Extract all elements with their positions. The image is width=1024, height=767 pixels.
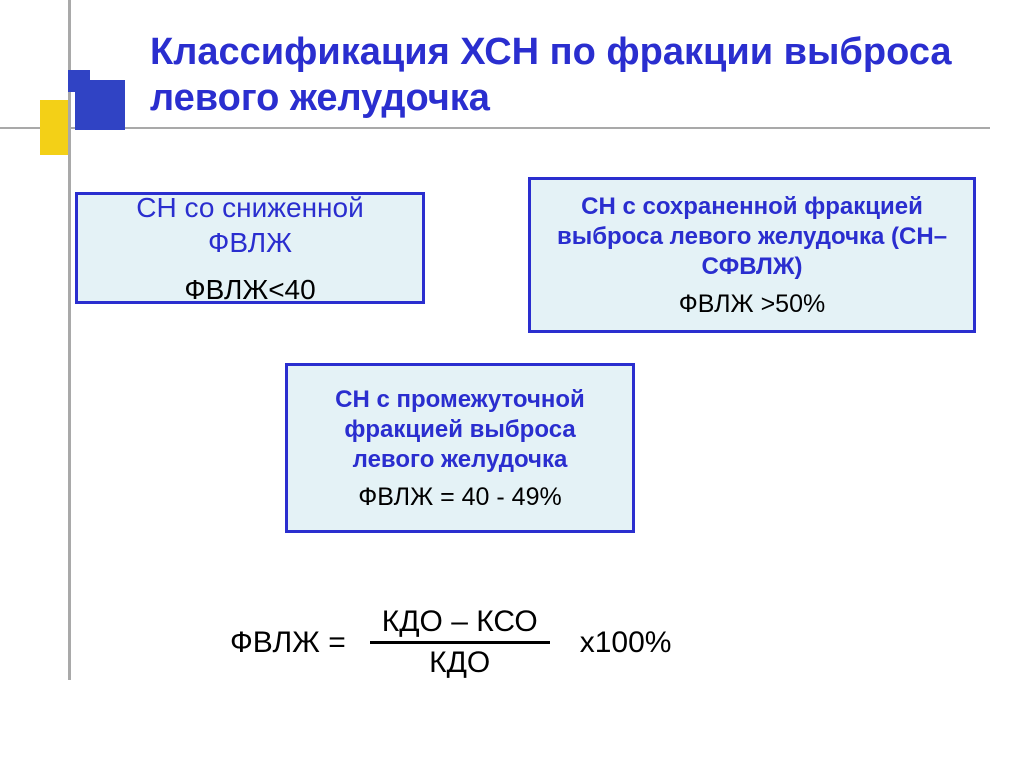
box-preserved-ef-sub: ФВЛЖ >50% bbox=[679, 290, 825, 319]
box-reduced-ef-head: СН со сниженной ФВЛЖ bbox=[92, 190, 408, 260]
formula-tail: х100% bbox=[580, 626, 672, 660]
yellow-square bbox=[40, 100, 68, 155]
box-midrange-ef: СН с промежуточной фракцией выброса лево… bbox=[285, 363, 635, 533]
box-midrange-ef-sub: ФВЛЖ = 40 - 49% bbox=[358, 483, 561, 512]
formula-fraction: КДО – КСО КДО bbox=[370, 605, 550, 680]
logo-decoration bbox=[30, 70, 150, 190]
formula: ФВЛЖ = КДО – КСО КДО х100% bbox=[230, 605, 671, 680]
box-midrange-ef-head: СН с промежуточной фракцией выброса лево… bbox=[302, 385, 618, 475]
slide-title: Классификация ХСН по фракции выброса лев… bbox=[150, 30, 980, 121]
formula-denominator: КДО bbox=[429, 644, 490, 680]
box-reduced-ef-sub: ФВЛЖ<40 bbox=[184, 274, 315, 306]
blue-square-small bbox=[68, 70, 90, 92]
formula-lhs: ФВЛЖ = bbox=[230, 626, 346, 660]
box-preserved-ef: СН с сохраненной фракцией выброса левого… bbox=[528, 177, 976, 333]
box-reduced-ef: СН со сниженной ФВЛЖ ФВЛЖ<40 bbox=[75, 192, 425, 304]
box-preserved-ef-head: СН с сохраненной фракцией выброса левого… bbox=[545, 192, 959, 282]
formula-numerator: КДО – КСО bbox=[370, 605, 550, 644]
